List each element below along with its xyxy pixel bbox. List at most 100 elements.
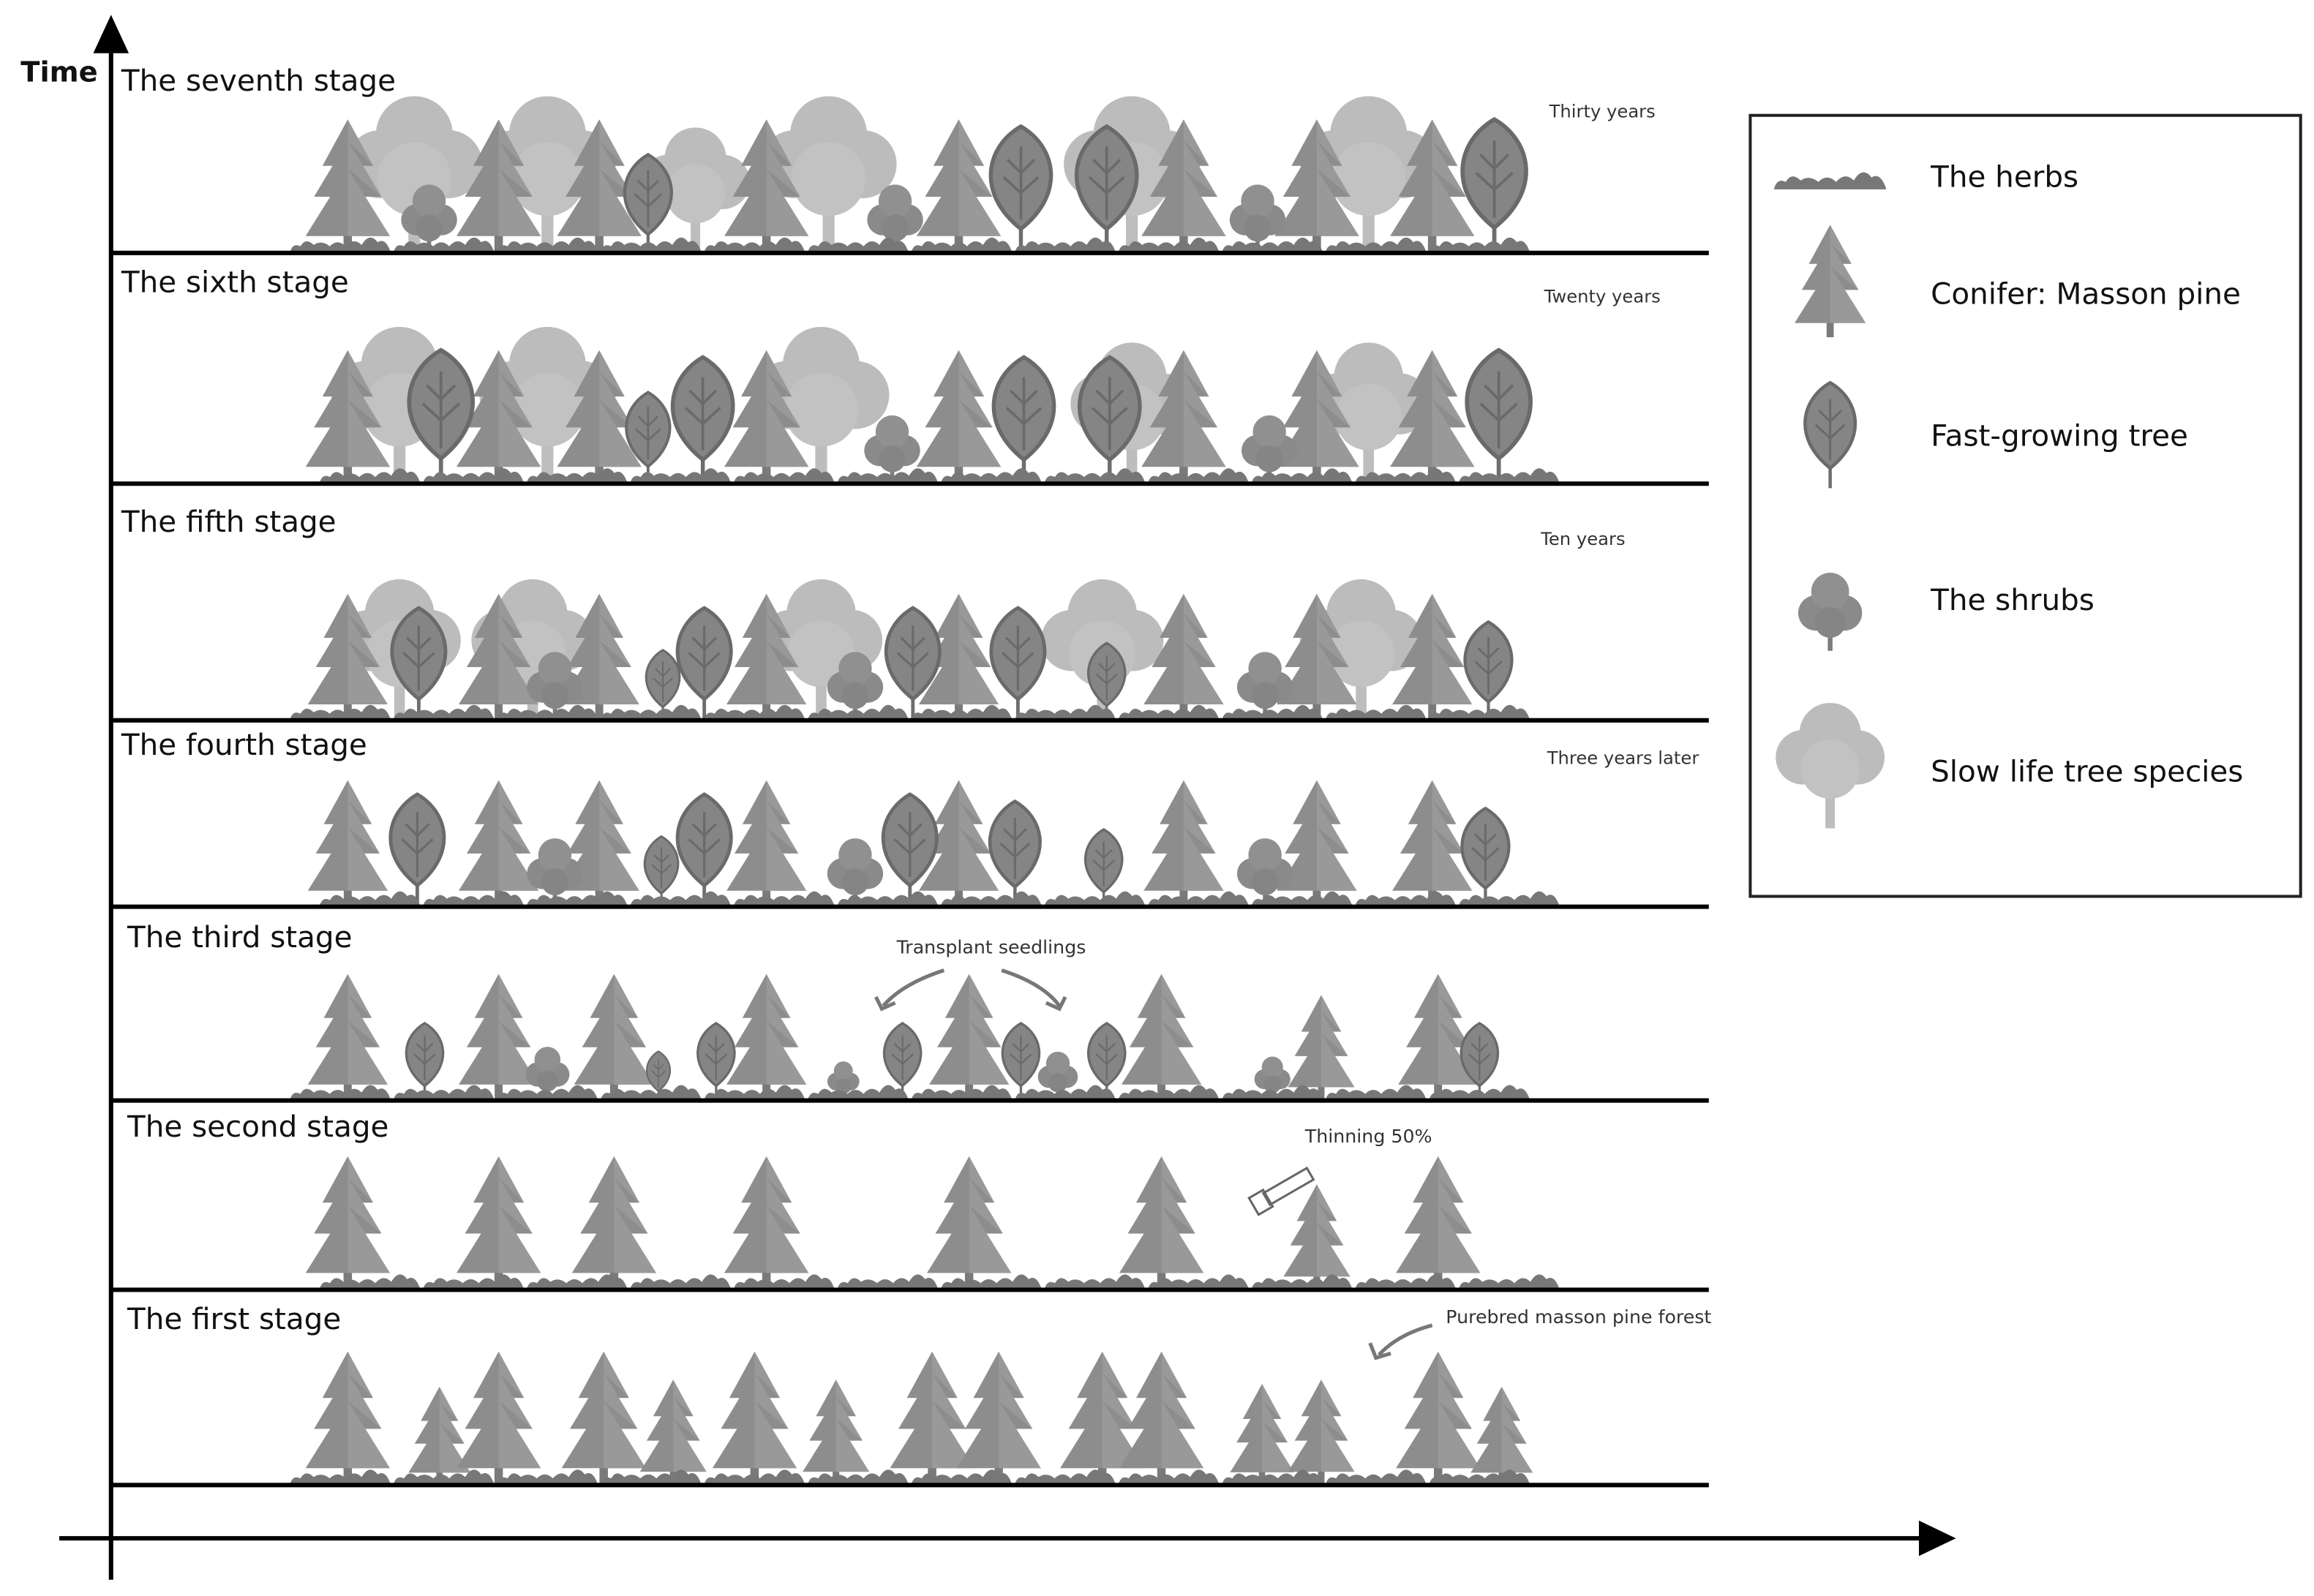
fast-tree — [991, 608, 1045, 720]
pine-tree — [307, 780, 388, 907]
stage-note: Twenty years — [1544, 285, 1661, 306]
herbs — [290, 237, 391, 253]
arrowhead — [1045, 995, 1067, 1012]
herbs — [733, 891, 835, 907]
herbs — [1325, 1085, 1427, 1101]
pine-tree — [929, 974, 1010, 1101]
legend-label: The shrubs — [1930, 582, 2095, 617]
saw-blade — [1261, 1166, 1315, 1207]
pine-tree — [1230, 1384, 1294, 1486]
herbs — [1458, 1274, 1560, 1290]
pine-tree — [1470, 1386, 1533, 1486]
legend-label: Slow life tree species — [1931, 754, 2243, 789]
herbs — [1458, 891, 1560, 907]
herbs — [600, 1469, 702, 1486]
pine-tree — [1119, 1351, 1204, 1486]
herbs — [911, 1085, 1013, 1101]
stage-label: The seventh stage — [121, 63, 396, 98]
herbs — [837, 1274, 939, 1290]
stage-scene — [110, 780, 1709, 909]
stage-scene — [110, 974, 1709, 1103]
legend: The herbs Conifer: Masson pine Fast-growin… — [1773, 159, 2243, 829]
saw-handle — [1247, 1188, 1274, 1216]
herbs — [423, 468, 525, 484]
herbs — [1429, 237, 1530, 253]
herbs — [1044, 891, 1146, 907]
herbs — [290, 704, 391, 720]
fast-tree — [673, 357, 733, 483]
herbs — [630, 468, 732, 484]
pine-tree — [459, 780, 539, 907]
pine-tree — [1392, 780, 1473, 907]
stage-label: The first stage — [127, 1301, 341, 1336]
herbs — [1251, 1274, 1353, 1290]
annotation: Purebred masson pine forest — [1446, 1306, 1711, 1328]
pine-tree — [1288, 1379, 1355, 1486]
pine-tree — [724, 1156, 809, 1290]
fast-tree — [391, 794, 444, 907]
legend-label: The herbs — [1930, 159, 2078, 195]
herbs — [1147, 468, 1250, 484]
stage-label: The third stage — [127, 919, 352, 955]
herbs — [940, 1274, 1043, 1290]
fast-tree — [405, 1022, 445, 1102]
herbs — [807, 1085, 909, 1101]
pine-tree — [561, 1351, 646, 1486]
herbs — [1325, 1469, 1427, 1486]
stage-label: The sixth stage — [121, 264, 349, 299]
pine-tree — [408, 1386, 471, 1486]
herbs — [1325, 704, 1427, 720]
pine-tree — [459, 974, 539, 1101]
stage-note: Three years later — [1547, 747, 1699, 768]
stage-label: The second stage — [127, 1109, 388, 1144]
pine-tree — [305, 1156, 390, 1290]
herbs — [1222, 237, 1323, 253]
pine-tree — [1277, 780, 1357, 907]
arrowhead — [874, 995, 896, 1012]
legend-label: Fast-growing tree — [1931, 418, 2188, 453]
fast-tree — [677, 608, 731, 720]
herbs — [733, 1274, 835, 1290]
stage-scene — [110, 1156, 1709, 1292]
y-axis-label: Time — [20, 56, 97, 89]
arrow — [1001, 968, 1062, 1007]
herbs — [1118, 1085, 1220, 1101]
pine-tree — [916, 350, 1002, 484]
pine-tree — [305, 1351, 390, 1486]
herbs — [1222, 704, 1323, 720]
herbs — [319, 1274, 421, 1290]
stage-note: Thirty years — [1549, 101, 1656, 122]
pine-tree — [456, 1156, 541, 1290]
herbs — [423, 891, 525, 907]
arrow — [1377, 1323, 1433, 1357]
annotation: Transplant seedlings — [896, 936, 1086, 957]
herbs — [290, 1085, 391, 1101]
herbs — [1355, 891, 1457, 907]
herbs — [526, 891, 628, 907]
herbs — [497, 704, 598, 720]
herbs — [423, 1274, 525, 1290]
stage-labels: The seventh stage Thirty years The sixth s… — [121, 63, 1699, 1336]
herbs — [1325, 237, 1427, 253]
fast-tree — [990, 802, 1040, 907]
arrow — [882, 968, 945, 1007]
fast-tree — [625, 391, 672, 486]
pine-tree — [639, 1379, 707, 1486]
stage-label: The fifth stage — [121, 504, 337, 539]
herbs — [1147, 891, 1250, 907]
fast-tree — [1467, 350, 1530, 484]
stage-label: The fourth stage — [121, 727, 367, 762]
herbs — [290, 1469, 391, 1486]
herbs — [807, 1469, 909, 1486]
stage-note: Ten years — [1540, 528, 1625, 549]
herbs — [319, 891, 421, 907]
herbs — [630, 891, 732, 907]
pine-tree — [803, 1379, 870, 1486]
pine-tree — [712, 1351, 797, 1486]
herbs — [1429, 704, 1530, 720]
fast-tree — [1001, 1022, 1041, 1102]
y-axis-arrow — [93, 15, 129, 53]
pine-tree — [726, 780, 807, 907]
